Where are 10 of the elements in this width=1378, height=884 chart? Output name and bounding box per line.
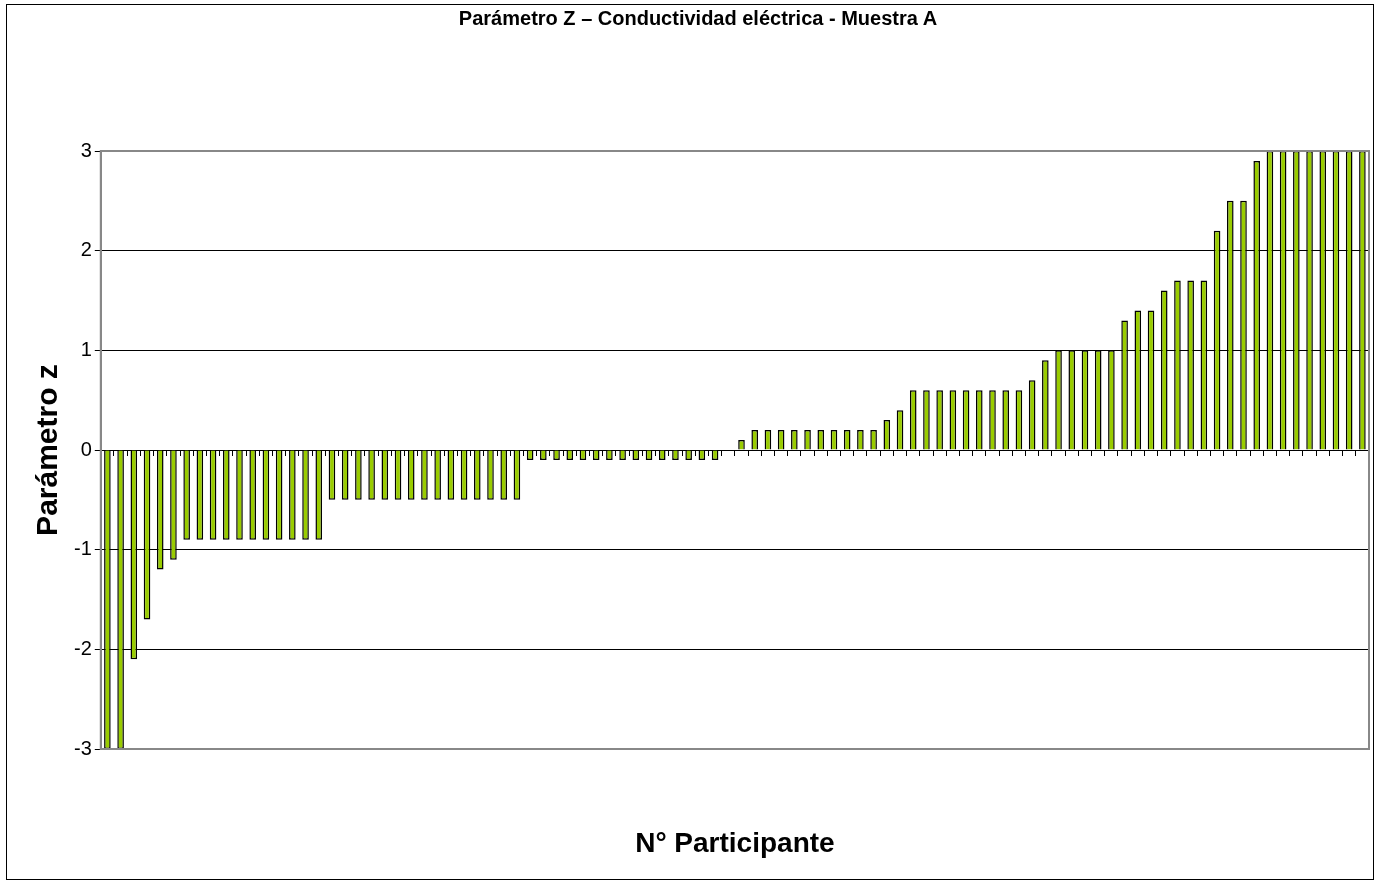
y-axis-title: Parámetro z [30, 364, 64, 536]
y-tick-label: -2 [73, 636, 92, 659]
y-tick-label: -1 [73, 537, 92, 560]
y-tick-label: -3 [73, 736, 92, 759]
chart-title: Parámetro Z – Conductividad eléctrica - Muestra A [458, 6, 938, 29]
x-axis-title: N° Participante [635, 826, 835, 858]
y-tick-label: 1 [80, 337, 92, 360]
y-tick-label: 0 [80, 437, 92, 460]
y-tick-label: 3 [80, 138, 92, 161]
y-tick-label: 2 [80, 238, 92, 261]
